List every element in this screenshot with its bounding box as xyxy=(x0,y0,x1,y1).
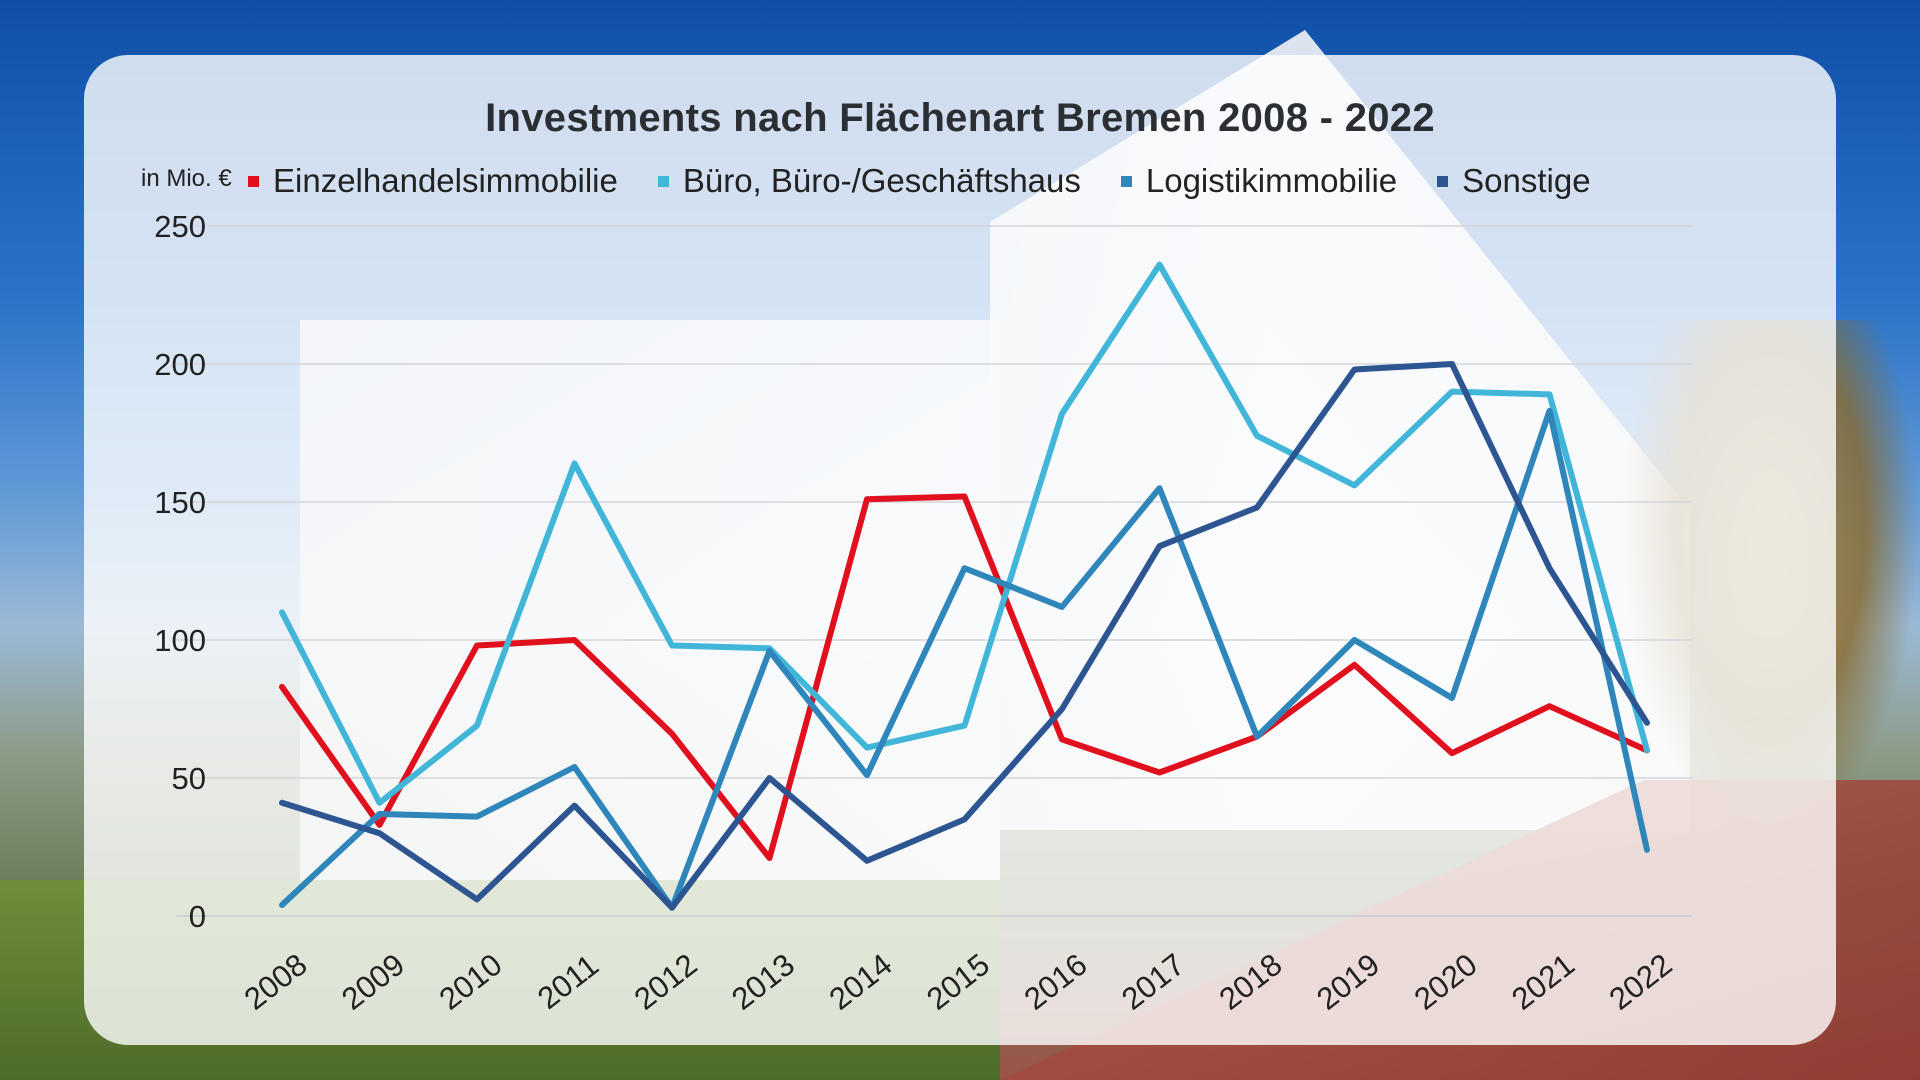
chart-legend: Einzelhandelsimmobilie Büro, Büro-/Gesch… xyxy=(248,162,1631,200)
series-line-4 xyxy=(279,361,1650,911)
legend-label-sonstige: Sonstige xyxy=(1462,162,1591,199)
x-tick-label-2011: 2011 xyxy=(531,947,605,1016)
series-line-3 xyxy=(279,407,1650,911)
y-tick-label-250: 250 xyxy=(154,209,206,244)
legend-item-buero: Büro, Büro-/Geschäftshaus xyxy=(657,162,1081,200)
x-tick-label-2017: 2017 xyxy=(1115,947,1191,1017)
legend-item-sonstige: Sonstige xyxy=(1437,162,1591,200)
legend-label-einzelhandel: Einzelhandelsimmobilie xyxy=(273,162,618,199)
y-axis-unit-label: in Mio. € xyxy=(141,165,232,192)
x-tick-label-2022: 2022 xyxy=(1603,947,1679,1017)
y-tick-label-100: 100 xyxy=(154,623,206,658)
x-tick-label-2013: 2013 xyxy=(725,947,801,1017)
x-tick-label-2019: 2019 xyxy=(1310,947,1386,1017)
series-line-1 xyxy=(279,493,1650,861)
legend-swatch-buero xyxy=(657,175,669,187)
legend-item-einzelhandel: Einzelhandelsimmobilie xyxy=(248,162,618,200)
x-tick-label-2020: 2020 xyxy=(1408,947,1484,1017)
legend-swatch-einzelhandel xyxy=(248,175,259,187)
y-tick-label-0: 0 xyxy=(189,899,206,934)
series-line-2 xyxy=(279,261,1650,806)
legend-label-buero: Büro, Büro-/Geschäftshaus xyxy=(682,162,1081,199)
legend-swatch-logistik xyxy=(1120,175,1132,187)
x-tick-label-2012: 2012 xyxy=(628,947,704,1017)
legend-item-logistik: Logistikimmobilie xyxy=(1120,162,1398,200)
x-tick-label-2008: 2008 xyxy=(238,947,314,1017)
y-tick-label-50: 50 xyxy=(172,761,206,796)
x-tick-label-2018: 2018 xyxy=(1213,947,1289,1017)
legend-swatch-sonstige xyxy=(1437,175,1449,187)
y-tick-label-150: 150 xyxy=(154,485,206,520)
x-tick-label-2021: 2021 xyxy=(1505,947,1581,1017)
x-tick-label-2015: 2015 xyxy=(920,947,996,1017)
chart-title: Investments nach Flächenart Bremen 2008 … xyxy=(485,96,1435,140)
x-tick-label-2010: 2010 xyxy=(433,947,509,1017)
x-tick-label-2016: 2016 xyxy=(1018,947,1094,1017)
y-tick-label-200: 200 xyxy=(154,347,206,382)
legend-label-logistik: Logistikimmobilie xyxy=(1145,162,1398,199)
x-tick-label-2009: 2009 xyxy=(335,947,411,1017)
x-tick-label-2014: 2014 xyxy=(823,947,899,1017)
